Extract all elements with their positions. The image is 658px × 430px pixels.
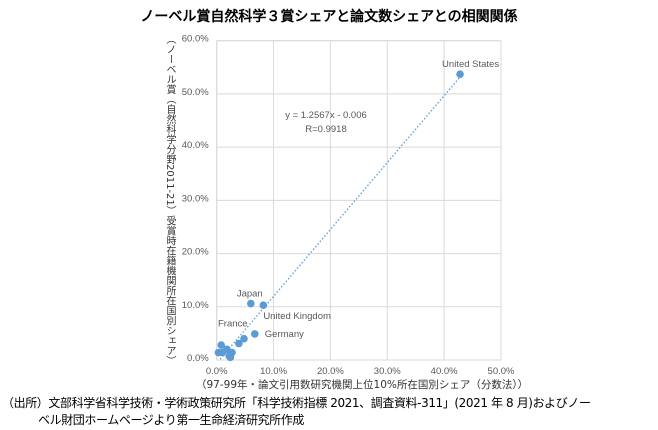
y-tick-label: 40.0% [182,140,209,151]
data-point [218,348,227,357]
data-label: France [218,319,248,330]
trendline-r-value: R=0.9918 [305,124,346,135]
x-tick-label: 10.0% [260,366,287,377]
source-note: （出所）文部科学省科学技術・学術政策研究所「科学技術指標 2021、調査資料-3… [2,395,658,429]
x-tick-label: 0.0% [206,366,228,377]
data-point [250,330,259,338]
x-tick-label: 40.0% [431,366,458,377]
x-tick-label: 50.0% [488,366,515,377]
y-tick-label: 60.0% [182,34,209,45]
x-tick-label: 20.0% [317,366,344,377]
y-tick-label: 20.0% [182,247,209,258]
y-tick-label: 50.0% [182,87,209,98]
data-label: United States [442,59,499,70]
data-point [226,353,235,362]
source-line-2: ベル財団ホームページより第一生命経済研究所作成 [38,413,304,427]
y-tick-label: 0.0% [187,353,209,364]
trendline [219,76,461,360]
data-label: Germany [265,329,304,340]
data-point [240,334,248,343]
data-label: Japan [237,289,263,300]
y-tick-label: 10.0% [182,300,209,311]
data-label: United Kingdom [263,311,331,322]
source-line-1: （出所）文部科学省科学技術・学術政策研究所「科学技術指標 2021、調査資料-3… [2,396,591,410]
y-tick-label: 30.0% [182,193,209,204]
x-tick-label: 30.0% [374,366,401,377]
x-axis-label: （97-99年・論文引用数研究機関上位10%所在国別シェア（分数法）） [196,379,529,391]
data-point [259,301,268,309]
data-point [235,339,243,348]
chart-title: ノーベル賞自然科学３賞シェアと論文数シェアとの相関関係 [140,9,518,25]
data-point [247,299,255,308]
trendline-equation: y = 1.2567x - 0.006 [285,110,367,121]
data-point [456,70,464,79]
data-point [217,341,226,349]
scatter-chart: 0.0% 10.0% 20.0% 30.0% 40.0% 50.0% 0.0% 10.0% 20… [182,34,515,377]
y-axis-label: （ノーベル賞（自然科学分野2011-21）受賞時在籍機関所在国別シェア） [164,34,175,366]
